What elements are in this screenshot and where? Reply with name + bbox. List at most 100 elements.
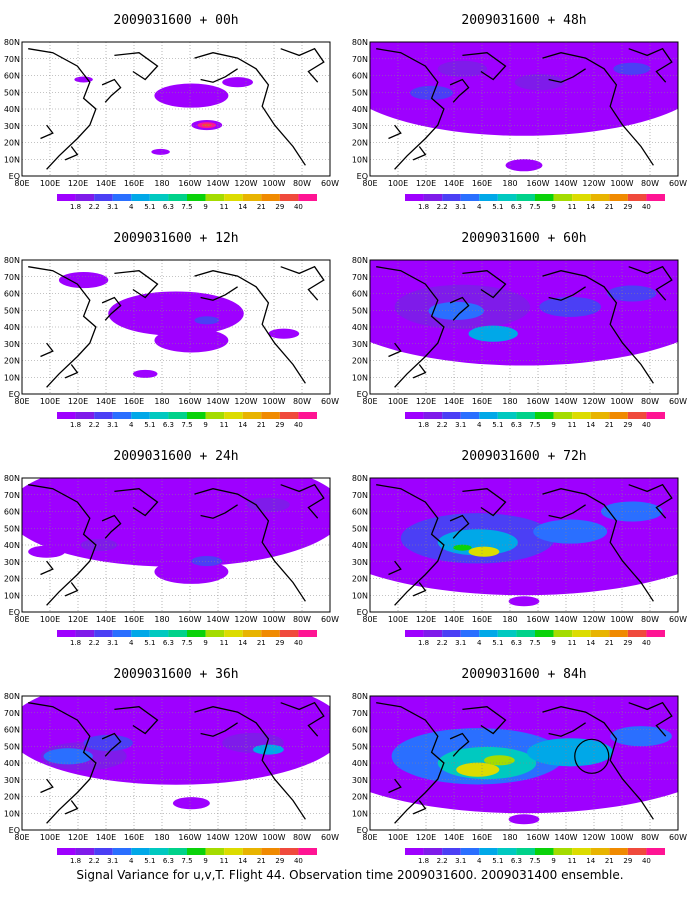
colorbar-label: 21: [257, 857, 266, 865]
colorbar-label: 14: [586, 421, 595, 429]
x-tick-label: 180: [154, 615, 169, 624]
colorbar-swatch: [609, 412, 628, 419]
colorbar-swatch: [497, 412, 517, 419]
x-tick-label: 140W: [554, 397, 577, 406]
colorbar: 1.8 2.2 3.1 4 5.1 6.3 7.5 9 11 14 21 29 40: [57, 194, 317, 211]
grid-lines: [370, 260, 678, 394]
colorbar-swatch: [149, 194, 169, 201]
coastline: [200, 722, 238, 737]
colorbar-swatch: [242, 848, 262, 855]
colorbar-swatch: [205, 630, 225, 637]
colorbar-label: 21: [605, 421, 614, 429]
x-tick-label: 120W: [582, 615, 605, 624]
field-contour: [453, 544, 472, 551]
colorbar-label: 6.3: [163, 639, 174, 647]
colorbar-swatch: [497, 848, 517, 855]
x-tick-label: 160E: [472, 615, 492, 624]
y-tick-label: 50N: [352, 88, 368, 97]
coastline: [412, 146, 427, 161]
colorbar-swatch: [298, 194, 317, 201]
colorbar-swatch: [590, 630, 610, 637]
x-tick-label: 160E: [124, 615, 144, 624]
x-tick-label: 160W: [526, 615, 549, 624]
field-contour: [468, 325, 518, 342]
colorbar-swatch: [224, 412, 243, 419]
colorbar-swatch: [168, 848, 187, 855]
coastline: [40, 342, 54, 358]
x-tick-label: 60W: [669, 615, 687, 624]
y-tick-label: 80N: [4, 256, 20, 265]
colorbar-label: 2.2: [89, 421, 100, 429]
coastline: [542, 52, 654, 166]
colorbar: 1.8 2.2 3.1 4 5.1 6.3 7.5 9 11 14 21 29 40: [405, 412, 665, 429]
colorbar-swatch: [423, 630, 443, 637]
x-tick-label: 180: [502, 833, 517, 842]
coastlines: [376, 265, 673, 388]
map-panel-6: 2009031600 + 72h 80N 70N 60N 50N 40N 30N 20N 10N…: [352, 449, 687, 647]
colorbar: 1.8 2.2 3.1 4 5.1 6.3 7.5 9 11 14 21 29 40: [405, 848, 665, 865]
x-tick-label: 120E: [68, 397, 88, 406]
coastline: [376, 266, 445, 388]
x-tick-label: 100E: [388, 179, 408, 188]
colorbar: 1.8 2.2 3.1 4 5.1 6.3 7.5 9 11 14 21 29 40: [57, 630, 317, 647]
coastlines: [376, 47, 673, 170]
x-tick-label: 100W: [610, 179, 633, 188]
y-tick-label: 20N: [352, 575, 368, 584]
colorbar-swatch: [279, 412, 299, 419]
coastline: [542, 706, 654, 820]
x-tick-label: 80W: [641, 833, 659, 842]
colorbar-label: 4: [477, 203, 482, 211]
y-tick-label: 70N: [352, 273, 368, 282]
coastline: [101, 732, 122, 757]
x-tick-label: 140E: [444, 179, 464, 188]
y-tick-label: 60N: [4, 508, 20, 517]
colorbar-label: 4: [129, 857, 134, 865]
field-contour: [268, 328, 300, 339]
x-tick-label: 120E: [416, 615, 436, 624]
y-tick-label: 50N: [4, 742, 20, 751]
y-tick-label: 60N: [352, 72, 368, 81]
x-tick-label: 120E: [68, 833, 88, 842]
colorbar-label: 11: [220, 421, 229, 429]
map-frame: [369, 259, 679, 395]
field-contour: [222, 77, 254, 88]
coastline: [114, 488, 159, 517]
field-contour: [410, 85, 454, 100]
colorbar-swatch: [423, 194, 443, 201]
x-tick-label: 160E: [472, 397, 492, 406]
colorbar-swatch: [553, 194, 573, 201]
colorbar-swatch: [442, 848, 461, 855]
y-tick-label: 80N: [352, 474, 368, 483]
y-tick-label: 50N: [4, 88, 20, 97]
colorbar-label: 5.1: [492, 639, 503, 647]
colorbar-swatch: [279, 194, 299, 201]
panel-title: 2009031600 + 72h: [461, 449, 586, 464]
x-tick-label: 100W: [610, 833, 633, 842]
x-tick-label: 60W: [321, 179, 339, 188]
colorbar-swatch: [205, 848, 225, 855]
coastline: [280, 47, 325, 83]
colorbar-label: 4: [477, 857, 482, 865]
colorbar-label: 9: [551, 203, 555, 211]
field-contour: [437, 60, 488, 77]
colorbar: 1.8 2.2 3.1 4 5.1 6.3 7.5 9 11 14 21 29 40: [57, 848, 317, 865]
colorbar-label: 6.3: [163, 421, 174, 429]
coastline: [462, 706, 507, 735]
coastline: [194, 52, 306, 166]
grid-lines: [22, 42, 330, 176]
y-tick-label: 80N: [4, 474, 20, 483]
colorbar-label: 11: [568, 639, 577, 647]
coastline: [449, 514, 470, 539]
x-tick-label: 160W: [178, 833, 201, 842]
x-tick-label: 80W: [293, 397, 311, 406]
field-contour: [483, 755, 515, 766]
x-tick-label: 120W: [582, 397, 605, 406]
colorbar-swatch: [627, 412, 647, 419]
y-tick-label: 20N: [352, 139, 368, 148]
colorbar-label: 7.5: [181, 421, 192, 429]
colorbar-swatch: [279, 630, 299, 637]
x-tick-label: 160W: [178, 179, 201, 188]
field-contour: [43, 748, 93, 765]
